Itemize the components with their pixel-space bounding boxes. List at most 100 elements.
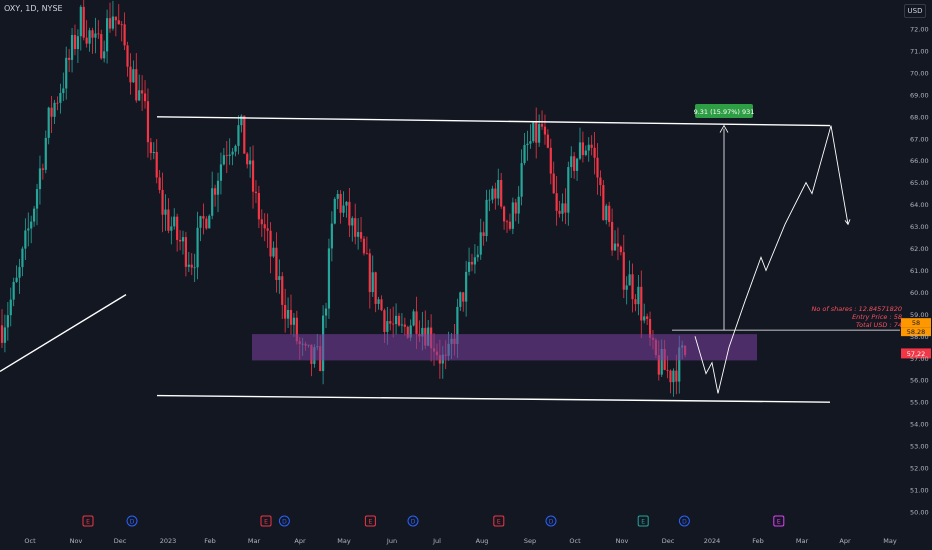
candle-body (240, 115, 243, 126)
candle-body (278, 276, 281, 281)
entry-price-label: 58.28 (907, 328, 926, 336)
candle-body (386, 321, 389, 332)
dividend-event-icon (407, 515, 419, 527)
y-tick-label: 54.00 (910, 421, 929, 429)
candle-body (149, 142, 152, 154)
y-tick-label: 69.00 (910, 91, 929, 99)
position-entry: Entry Price : 58 (852, 313, 902, 321)
candle-body (170, 226, 173, 231)
candle-body (567, 167, 570, 213)
support-trendline (0, 293, 127, 373)
candle-body (152, 151, 155, 154)
candle-body (190, 264, 193, 268)
x-tick-label: May (883, 537, 897, 545)
y-tick-label: 70.00 (910, 69, 929, 77)
candle-body (222, 155, 225, 165)
candle-body (397, 315, 401, 326)
candle-body (465, 271, 468, 302)
candle-body (196, 227, 199, 268)
candle-body (637, 286, 640, 305)
candle-body (421, 327, 424, 337)
candle-body (514, 202, 517, 214)
candle-body (155, 151, 158, 178)
x-tick-label: Jul (432, 537, 441, 545)
candle-body (660, 348, 663, 375)
candle-body (24, 230, 27, 249)
event-letter: E (264, 519, 268, 526)
y-tick-label: 52.00 (910, 465, 929, 473)
candle-body (243, 115, 246, 154)
candle-body (564, 203, 567, 213)
candle-body (462, 292, 465, 302)
position-info: No of shares : 12.84571820 Entry Price :… (780, 305, 902, 329)
candle-body (520, 163, 523, 197)
candle-body (467, 261, 471, 272)
candle-body (327, 248, 331, 309)
candle-body (272, 247, 275, 257)
candle-body (555, 193, 558, 211)
y-tick-label: 62.00 (910, 245, 929, 253)
candle-body (38, 168, 42, 190)
projection-arrowhead (844, 219, 851, 226)
candle-body (628, 274, 631, 286)
candle-body (456, 306, 459, 344)
currency-button[interactable]: USD (904, 4, 926, 18)
candle-body (281, 276, 284, 305)
candle-body (216, 180, 220, 195)
candle-body (549, 147, 552, 174)
candle-body (211, 188, 214, 216)
candle-body (254, 191, 258, 194)
x-tick-label: Jun (386, 537, 397, 545)
candle-body (33, 208, 36, 222)
candle-body (491, 188, 494, 200)
x-tick-label: Mar (796, 537, 809, 545)
candle-body (357, 232, 360, 237)
candle-body (225, 155, 228, 157)
entry-top-tag (901, 318, 931, 328)
candle-body (415, 311, 418, 334)
candle-body (126, 45, 129, 67)
candle-body (476, 254, 479, 258)
candle-body (573, 156, 576, 171)
candle-body (184, 237, 188, 267)
candle-body (15, 277, 18, 282)
candle-body (260, 219, 263, 225)
candle-body (284, 304, 287, 319)
y-tick-label: 50.00 (910, 508, 929, 516)
candle-body (187, 264, 190, 267)
candle-body (599, 177, 602, 186)
candle-body (523, 145, 526, 164)
event-letter: D (549, 519, 554, 526)
candle-body (657, 355, 660, 375)
candle-body (3, 327, 7, 343)
candle-body (640, 286, 643, 321)
candle-body (117, 20, 120, 25)
candle-body (251, 160, 255, 192)
candle-body (228, 154, 231, 156)
candle-body (68, 57, 71, 60)
y-tick-label: 61.00 (910, 267, 929, 275)
event-letter: D (682, 519, 687, 526)
candle-body (120, 24, 123, 26)
event-letter: D (411, 519, 416, 526)
candle-body (584, 150, 587, 156)
candle-body (79, 6, 82, 37)
candle-body (266, 228, 269, 231)
candle-body (488, 199, 491, 201)
candle-body (9, 299, 12, 316)
candle-body (85, 37, 88, 44)
candle-body (581, 142, 585, 156)
candle-body (219, 164, 223, 181)
candle-body (383, 310, 386, 332)
candle-body (648, 318, 652, 338)
candle-body (535, 122, 538, 143)
y-tick-label: 65.00 (910, 179, 929, 187)
demand-zone (252, 334, 757, 361)
candle-body (497, 179, 500, 199)
candle-body (403, 324, 406, 327)
candle-body (371, 272, 374, 293)
candle-body (193, 267, 196, 269)
candle-body (406, 326, 409, 338)
candle-body (234, 145, 237, 152)
